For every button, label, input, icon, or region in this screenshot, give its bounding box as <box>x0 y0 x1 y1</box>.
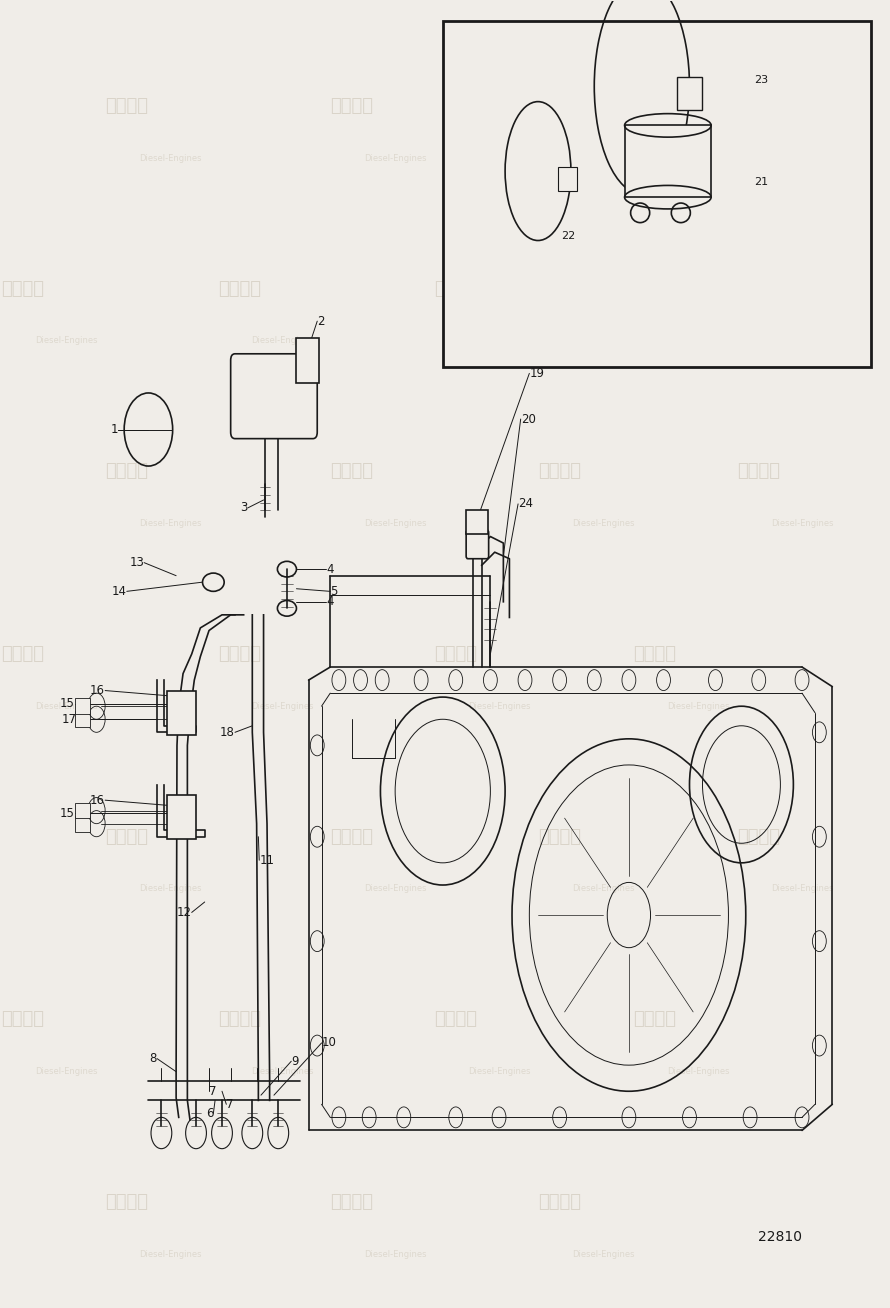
Text: 7: 7 <box>209 1084 216 1097</box>
Text: Diesel-Engines: Diesel-Engines <box>468 336 530 345</box>
Text: 22810: 22810 <box>758 1230 802 1244</box>
Text: Diesel-Engines: Diesel-Engines <box>139 884 201 893</box>
Text: 22: 22 <box>562 232 576 242</box>
Text: 紫发动力: 紫发动力 <box>2 1011 44 1028</box>
Text: 3: 3 <box>240 501 248 514</box>
Text: 紫发动力: 紫发动力 <box>105 828 149 846</box>
FancyBboxPatch shape <box>75 816 91 832</box>
Text: 紫发动力: 紫发动力 <box>434 1011 477 1028</box>
FancyBboxPatch shape <box>231 353 317 438</box>
Text: 17: 17 <box>61 713 77 726</box>
Text: Diesel-Engines: Diesel-Engines <box>35 1067 97 1076</box>
Text: 24: 24 <box>518 497 533 510</box>
Text: 1: 1 <box>110 422 118 436</box>
Text: 紫发动力: 紫发动力 <box>538 828 581 846</box>
Text: Diesel-Engines: Diesel-Engines <box>139 519 201 528</box>
Text: Diesel-Engines: Diesel-Engines <box>771 519 833 528</box>
Text: 紫发动力: 紫发动力 <box>434 645 477 663</box>
FancyBboxPatch shape <box>75 803 91 819</box>
Text: 紫发动力: 紫发动力 <box>2 280 44 297</box>
Text: 19: 19 <box>530 366 545 379</box>
FancyBboxPatch shape <box>75 712 91 727</box>
Text: 紫发动力: 紫发动力 <box>634 645 676 663</box>
Text: Diesel-Engines: Diesel-Engines <box>364 519 426 528</box>
FancyBboxPatch shape <box>676 77 702 110</box>
Text: 23: 23 <box>755 75 769 85</box>
Text: 紫发动力: 紫发动力 <box>330 828 374 846</box>
Text: 紫发动力: 紫发动力 <box>2 645 44 663</box>
Text: 20: 20 <box>521 412 536 425</box>
FancyBboxPatch shape <box>75 698 91 714</box>
Text: 紫发动力: 紫发动力 <box>737 828 781 846</box>
FancyBboxPatch shape <box>166 691 196 735</box>
Text: Diesel-Engines: Diesel-Engines <box>139 1250 201 1258</box>
Text: Diesel-Engines: Diesel-Engines <box>571 519 635 528</box>
Text: 9: 9 <box>291 1054 299 1067</box>
Text: 5: 5 <box>330 585 337 598</box>
Text: Diesel-Engines: Diesel-Engines <box>35 701 97 710</box>
Text: 11: 11 <box>259 854 274 867</box>
Text: Diesel-Engines: Diesel-Engines <box>251 701 314 710</box>
FancyBboxPatch shape <box>558 167 577 191</box>
FancyBboxPatch shape <box>296 339 319 382</box>
Text: 紫发动力: 紫发动力 <box>737 462 781 480</box>
Text: 2: 2 <box>317 315 325 328</box>
Text: 紫发动力: 紫发动力 <box>105 462 149 480</box>
Text: 紫发动力: 紫发动力 <box>105 97 149 115</box>
Text: 16: 16 <box>90 684 105 697</box>
Text: 紫发动力: 紫发动力 <box>330 1193 374 1211</box>
Text: Diesel-Engines: Diesel-Engines <box>667 701 730 710</box>
FancyBboxPatch shape <box>625 126 711 198</box>
Text: 紫发动力: 紫发动力 <box>538 462 581 480</box>
Text: 6: 6 <box>206 1107 214 1120</box>
Text: Diesel-Engines: Diesel-Engines <box>364 153 426 162</box>
Text: 21: 21 <box>755 177 769 187</box>
Text: 7: 7 <box>226 1097 234 1110</box>
Text: 13: 13 <box>129 556 144 569</box>
Text: 紫发动力: 紫发动力 <box>330 97 374 115</box>
Text: 紫发动力: 紫发动力 <box>538 1193 581 1211</box>
Text: 12: 12 <box>177 906 191 920</box>
Text: 紫发动力: 紫发动力 <box>634 280 676 297</box>
Text: 16: 16 <box>90 794 105 807</box>
Text: Diesel-Engines: Diesel-Engines <box>35 336 97 345</box>
Text: 紫发动力: 紫发动力 <box>218 645 261 663</box>
Text: Diesel-Engines: Diesel-Engines <box>571 1250 635 1258</box>
Text: 紫发动力: 紫发动力 <box>218 280 261 297</box>
Text: Diesel-Engines: Diesel-Engines <box>364 1250 426 1258</box>
Text: 紫发动力: 紫发动力 <box>105 1193 149 1211</box>
Text: 紫发动力: 紫发动力 <box>634 1011 676 1028</box>
Text: 10: 10 <box>321 1036 336 1049</box>
Text: 14: 14 <box>112 585 126 598</box>
Text: Diesel-Engines: Diesel-Engines <box>364 884 426 893</box>
Text: Diesel-Engines: Diesel-Engines <box>771 884 833 893</box>
Text: 15: 15 <box>60 807 75 820</box>
Text: 8: 8 <box>150 1052 157 1065</box>
Text: 4: 4 <box>326 595 334 608</box>
Text: 紫发动力: 紫发动力 <box>330 462 374 480</box>
Text: Diesel-Engines: Diesel-Engines <box>571 153 635 162</box>
Text: Diesel-Engines: Diesel-Engines <box>139 153 201 162</box>
Text: 紫发动力: 紫发动力 <box>538 97 581 115</box>
Text: Diesel-Engines: Diesel-Engines <box>251 1067 314 1076</box>
Text: Diesel-Engines: Diesel-Engines <box>468 701 530 710</box>
FancyBboxPatch shape <box>442 21 871 366</box>
Text: 15: 15 <box>60 697 75 710</box>
Text: Diesel-Engines: Diesel-Engines <box>571 884 635 893</box>
FancyBboxPatch shape <box>166 795 196 840</box>
Text: Diesel-Engines: Diesel-Engines <box>251 336 314 345</box>
Text: Diesel-Engines: Diesel-Engines <box>667 1067 730 1076</box>
FancyBboxPatch shape <box>466 530 489 559</box>
FancyBboxPatch shape <box>466 510 488 534</box>
Text: 4: 4 <box>326 562 334 576</box>
Text: Diesel-Engines: Diesel-Engines <box>667 336 730 345</box>
Text: 紫发动力: 紫发动力 <box>218 1011 261 1028</box>
Text: 紫发动力: 紫发动力 <box>434 280 477 297</box>
Text: 18: 18 <box>220 726 235 739</box>
Text: Diesel-Engines: Diesel-Engines <box>468 1067 530 1076</box>
